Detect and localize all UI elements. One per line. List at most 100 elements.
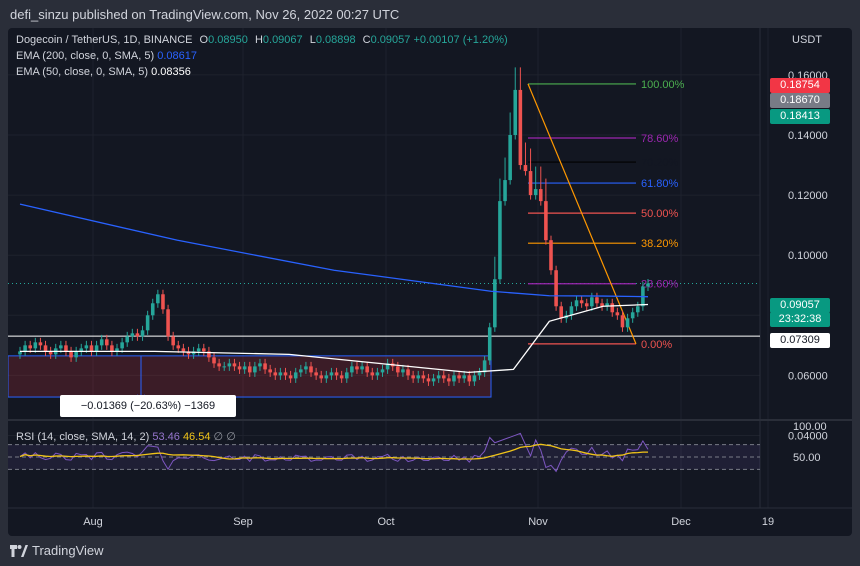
rsi-ma-value: 46.54 [182, 431, 211, 443]
candle-body [314, 372, 318, 376]
rsi-tick-label: 100.00 [793, 421, 827, 433]
footer-bar: TradingView [0, 536, 860, 566]
ema200-value: 0.08617 [157, 50, 197, 62]
candle-body [487, 327, 492, 361]
candle-body [334, 372, 339, 376]
ema50-legend[interactable]: EMA (50, close, 0, SMA, 5) 0.08356 [16, 66, 191, 78]
candle-body [293, 372, 298, 379]
rsi-ma-line [19, 443, 649, 460]
low-label: L [309, 34, 316, 46]
candle-body [396, 366, 400, 373]
candle-body [304, 366, 308, 370]
low-value: 0.08898 [315, 34, 356, 46]
x-tick-label: Sep [233, 516, 253, 528]
candle-body [452, 375, 456, 382]
x-tick-label: Nov [528, 516, 548, 528]
candle-body [258, 363, 262, 367]
candle-body [569, 306, 574, 316]
fib-level-label: 23.60% [641, 279, 679, 291]
price-chart[interactable]: 0.160000.140000.120000.100000.080000.060… [8, 28, 852, 536]
candle-body [472, 375, 477, 382]
candle-body [150, 303, 155, 316]
candle-body [344, 372, 349, 379]
candle-body [222, 366, 227, 368]
candle-body [263, 363, 267, 370]
candle-body [339, 375, 344, 379]
x-tick-label: Aug [83, 516, 103, 528]
candle-body [99, 339, 104, 346]
y-tick-label: 0.10000 [788, 250, 828, 262]
close-label: C [362, 34, 371, 46]
chart-panel[interactable]: 0.160000.140000.120000.100000.080000.060… [8, 28, 852, 536]
candle-body [237, 366, 242, 370]
brand-text: TradingView [32, 543, 104, 558]
candle-body [355, 366, 359, 370]
candle-body [217, 363, 221, 367]
rsi-label: RSI (14, close, SMA, 14, 2) [16, 431, 150, 443]
candle-body [625, 318, 630, 328]
candle-body [467, 375, 472, 382]
candle-body [43, 345, 48, 352]
candle-body [620, 315, 625, 328]
candle-body [370, 372, 375, 376]
candle-body [477, 372, 482, 376]
open-label: O [199, 34, 209, 46]
countdown-box: 23:32:38 [770, 312, 830, 327]
candle-body [482, 360, 487, 373]
candle-body [401, 369, 405, 373]
candle-body [227, 363, 232, 367]
candle-body [329, 372, 334, 376]
ema200-label: EMA (200, close, 0, SMA, 5) [16, 50, 155, 62]
candle-body [79, 348, 84, 352]
tradingview-icon [10, 544, 28, 557]
candle-body [584, 303, 589, 307]
candle-body [273, 372, 278, 376]
candle-body [538, 189, 543, 202]
candle-body [574, 300, 579, 307]
y-tick-label: 0.04000 [788, 431, 828, 443]
ema200-line [19, 203, 649, 298]
price-range-measure-label[interactable]: −0.01369 (−20.63%) −1369 [60, 395, 236, 417]
y-tick-label: 0.12000 [788, 190, 828, 202]
candle-body [431, 378, 436, 382]
candle-body [630, 312, 635, 319]
candle-body [202, 348, 206, 352]
candle-body [253, 366, 257, 373]
candle-body [309, 366, 313, 373]
candle-body [375, 372, 380, 376]
ema200-legend[interactable]: EMA (200, close, 0, SMA, 5) 0.08617 [16, 50, 197, 62]
candle-body [171, 336, 175, 346]
ema50-line [20, 303, 649, 374]
change-value: +0.00107 (+1.20%) [413, 34, 508, 46]
tradingview-logo[interactable]: TradingView [10, 543, 104, 558]
candle-body [156, 294, 160, 304]
candle-body [493, 279, 497, 328]
candle-body [600, 303, 604, 307]
candle-body [513, 89, 518, 135]
currency-label[interactable]: USDT [792, 34, 822, 46]
candle-body [615, 312, 620, 316]
candle-body [416, 375, 421, 379]
x-tick-label: 19 [762, 516, 774, 528]
published-text: defi_sinzu published on TradingView.com,… [10, 7, 400, 22]
candle-body [503, 180, 507, 202]
ema50-label: EMA (50, close, 0, SMA, 5) [16, 66, 149, 78]
candle-body [544, 201, 548, 241]
candle-body [196, 348, 201, 352]
candle-body [181, 348, 186, 352]
candle-body [283, 372, 288, 376]
candle-body [508, 135, 512, 181]
candle-body [115, 348, 119, 352]
candle-body [533, 189, 538, 196]
symbol-name[interactable]: Dogecoin / TetherUS, 1D, BINANCE [16, 34, 193, 46]
rsi-legend[interactable]: RSI (14, close, SMA, 14, 2) 53.46 46.54 … [16, 430, 236, 443]
fib-trend-line [527, 83, 637, 345]
fib-level-label: 50.00% [641, 208, 679, 220]
fib-level-label: 78.60% [641, 133, 679, 145]
candle-body [549, 240, 553, 271]
candle-body [523, 165, 528, 172]
open-value: 0.08950 [208, 34, 248, 46]
candle-body [324, 375, 329, 379]
candle-body [130, 333, 135, 337]
candle-body [559, 306, 563, 319]
